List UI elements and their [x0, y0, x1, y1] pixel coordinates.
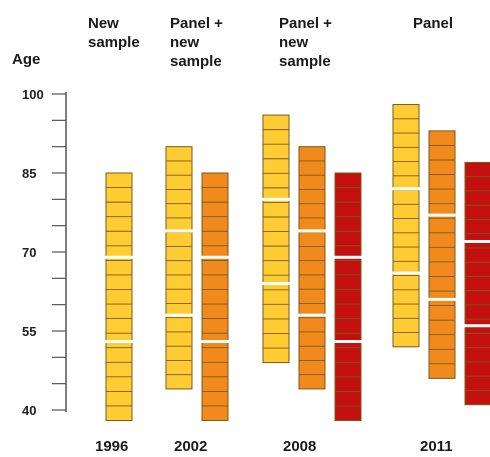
segment-gap [334, 340, 362, 344]
cohort-bar-body [105, 172, 133, 422]
y-tick-label: 85 [22, 166, 36, 181]
cohort-bar-1996-1 [105, 172, 133, 422]
segment-gap [428, 213, 456, 217]
year-label-1996: 1996 [95, 438, 129, 455]
column-header-2011: Panel [413, 15, 454, 32]
y-axis-title: Age [12, 51, 41, 68]
segment-gap [298, 313, 326, 317]
segment-gap [165, 313, 193, 317]
segment-gap [392, 187, 420, 191]
cohort-bar-body [464, 161, 490, 406]
year-label-2002: 2002 [174, 438, 208, 455]
segment-gap [105, 340, 133, 344]
segment-gap [392, 271, 420, 275]
cohort-bar-2008-2 [298, 146, 326, 390]
cohort-bar-2011-2 [428, 130, 456, 379]
column-header-2002: Panel + new sample [170, 15, 223, 70]
cohort-bar-body [392, 104, 420, 348]
cohort-bar-2011-1 [392, 104, 420, 348]
y-tick-label: 100 [22, 87, 44, 102]
segment-gap [165, 229, 193, 233]
y-tick-label: 70 [22, 245, 36, 260]
cohort-bar-2008-1 [262, 114, 290, 364]
cohort-bar-2002-1 [165, 146, 193, 390]
segment-gap [105, 255, 133, 259]
column-header-2008: Panel + new sample [279, 15, 332, 70]
column-header-1996: New sample [88, 15, 140, 51]
cohort-bar-2011-3 [464, 161, 490, 406]
y-tick-label: 55 [22, 324, 36, 339]
segment-gap [298, 229, 326, 233]
segment-gap [464, 324, 490, 328]
segment-gap [428, 297, 456, 301]
cohort-bar-body [165, 146, 193, 390]
cohort-bar-2002-2 [201, 172, 229, 422]
segment-gap [201, 255, 229, 259]
segment-gap [334, 255, 362, 259]
segment-gap [201, 340, 229, 344]
cohort-bar-body [428, 130, 456, 379]
segment-gap [262, 282, 290, 286]
cohort-bar-2008-3 [334, 172, 362, 422]
segment-gap [262, 197, 290, 201]
cohort-bar-body [201, 172, 229, 422]
y-tick-label: 40 [22, 403, 36, 418]
year-label-2011: 2011 [420, 438, 453, 455]
cohort-bar-body [262, 114, 290, 364]
cohort-bar-body [334, 172, 362, 422]
segment-gap [464, 239, 490, 243]
cohort-bar-body [298, 146, 326, 390]
year-label-2008: 2008 [283, 438, 317, 455]
